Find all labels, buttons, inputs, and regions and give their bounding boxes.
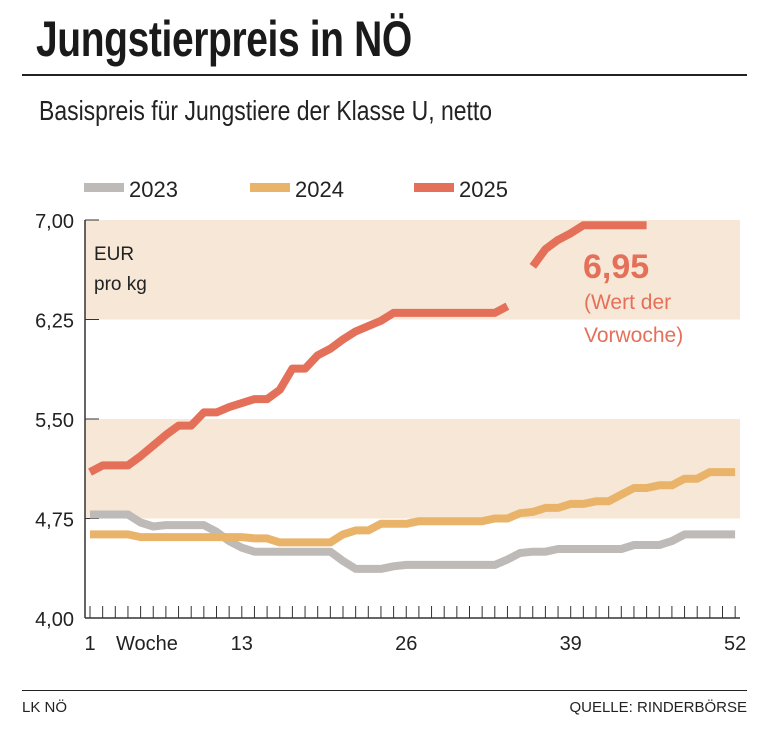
legend-swatch-2025 bbox=[414, 183, 454, 192]
footer-credit: LK NÖ bbox=[22, 699, 68, 716]
y-tick-label: 4,75 bbox=[35, 510, 74, 532]
series-line-2025 bbox=[529, 221, 647, 269]
legend-label-2025: 2025 bbox=[459, 177, 508, 202]
legend-swatch-2024 bbox=[250, 183, 290, 192]
x-tick-label: 13 bbox=[231, 633, 253, 655]
series-line-2024 bbox=[90, 468, 736, 547]
title-divider bbox=[22, 74, 747, 76]
annotation-note-line1: (Wert der bbox=[584, 291, 671, 314]
series-line-2025 bbox=[88, 302, 510, 476]
chart-subtitle: Basispreis für Jungstiere der Klasse U, … bbox=[39, 95, 493, 126]
series-line-2023 bbox=[90, 510, 736, 573]
x-axis-label: Woche bbox=[116, 633, 178, 655]
y-tick-label: 5,50 bbox=[35, 410, 74, 432]
y-tick-label: 6,25 bbox=[35, 311, 74, 333]
y-tick-label: 7,00 bbox=[35, 211, 74, 233]
legend-label-2023: 2023 bbox=[129, 177, 178, 202]
annotation-note-line2: Vorwoche) bbox=[584, 324, 683, 347]
x-tick-label: 52 bbox=[724, 633, 746, 655]
footer-divider bbox=[22, 690, 747, 691]
legend-label-2024: 2024 bbox=[295, 177, 344, 202]
footer-source: QUELLE: RINDERBÖRSE bbox=[569, 699, 747, 716]
x-tick-label: 26 bbox=[395, 633, 417, 655]
chart-title: Jungstierpreis in NÖ bbox=[36, 11, 412, 67]
x-tick-label: 39 bbox=[560, 633, 582, 655]
y-tick-label: 4,00 bbox=[35, 609, 74, 631]
background-band bbox=[85, 220, 740, 320]
y-axis-label-line2: pro kg bbox=[94, 274, 147, 295]
x-tick-label: 1 bbox=[84, 633, 95, 655]
y-axis-label-line1: EUR bbox=[94, 244, 134, 265]
legend-swatch-2023 bbox=[84, 183, 124, 192]
annotation-value: 6,95 bbox=[583, 248, 649, 286]
background-band bbox=[85, 419, 740, 519]
